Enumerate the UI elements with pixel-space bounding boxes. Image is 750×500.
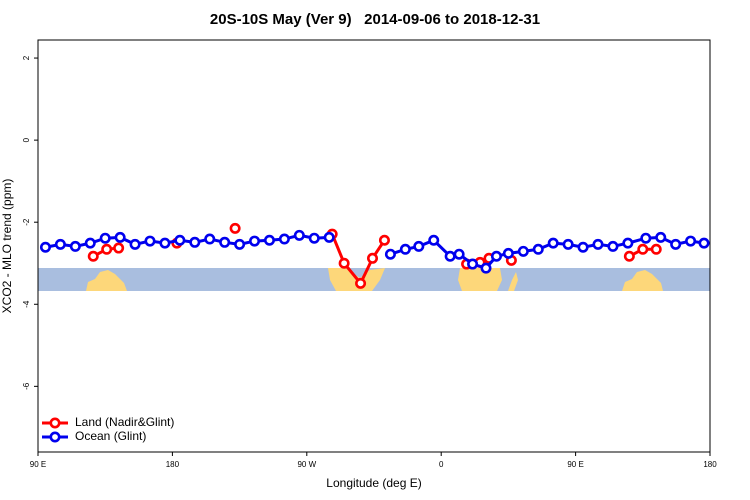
x-tick-label: 90 E: [567, 460, 583, 469]
data-point: [637, 243, 649, 255]
data-point: [234, 238, 246, 250]
data-point: [622, 237, 634, 249]
data-point: [444, 250, 456, 262]
data-point: [129, 238, 141, 250]
y-tick-label: -2: [22, 218, 31, 226]
data-point: [113, 242, 125, 254]
data-point: [640, 232, 652, 244]
x-tick-label: 180: [703, 460, 717, 469]
data-point: [685, 235, 697, 247]
data-point: [698, 237, 710, 249]
data-point: [229, 222, 241, 234]
legend-marker: [49, 431, 61, 443]
data-point: [204, 233, 216, 245]
data-point: [384, 248, 396, 260]
data-point: [413, 240, 425, 252]
data-point: [54, 238, 66, 250]
data-point: [547, 237, 559, 249]
y-tick-label: -6: [22, 382, 31, 390]
y-tick-label: -4: [22, 300, 31, 308]
data-point: [84, 237, 96, 249]
y-tick-label: 0: [22, 137, 31, 142]
x-axis-label: Longitude (deg E): [326, 476, 421, 490]
y-tick-label: 2: [22, 55, 31, 60]
data-point: [453, 248, 465, 260]
data-point: [99, 232, 111, 244]
data-point: [467, 258, 479, 270]
x-tick-label: 0: [439, 460, 444, 469]
data-point: [189, 236, 201, 248]
data-point: [323, 231, 335, 243]
data-point: [607, 240, 619, 252]
data-point: [562, 238, 574, 250]
data-point: [490, 250, 502, 262]
data-point: [278, 233, 290, 245]
data-point: [355, 277, 367, 289]
y-axis-label: XCO2 - MLO trend (ppm): [0, 179, 14, 314]
data-point: [338, 257, 350, 269]
data-point: [517, 245, 529, 257]
data-point: [101, 243, 113, 255]
data-point: [399, 243, 411, 255]
plot-frame: [37, 39, 711, 453]
data-point: [144, 235, 156, 247]
data-point: [650, 243, 662, 255]
data-point: [219, 236, 231, 248]
data-point: [378, 234, 390, 246]
land-shapes: [86, 268, 663, 291]
data-point: [428, 234, 440, 246]
data-point: [69, 240, 81, 252]
x-tick-label: 90 E: [30, 460, 46, 469]
data-point: [655, 231, 667, 243]
data-point: [174, 234, 186, 246]
x-tick-label: 90 W: [297, 460, 316, 469]
legend-marker: [49, 417, 61, 429]
data-point: [249, 235, 261, 247]
data-point: [87, 250, 99, 262]
data-point: [114, 231, 126, 243]
data-point: [480, 262, 492, 274]
series: [39, 229, 710, 274]
data-point: [532, 243, 544, 255]
data-point: [39, 241, 51, 253]
data-point: [159, 237, 171, 249]
data-point: [263, 234, 275, 246]
data-point: [577, 241, 589, 253]
chart-title: 20S-10S May (Ver 9) 2014-09-06 to 2018-1…: [210, 11, 540, 28]
data-point: [308, 232, 320, 244]
data-point: [623, 250, 635, 262]
legend-label: Ocean (Glint): [75, 429, 146, 443]
legend-label: Land (Nadir&Glint): [75, 415, 174, 429]
data-point: [293, 229, 305, 241]
data-point: [670, 238, 682, 250]
data-point: [592, 238, 604, 250]
data-point: [502, 247, 514, 259]
data-point: [367, 252, 379, 264]
x-tick-label: 180: [166, 460, 180, 469]
